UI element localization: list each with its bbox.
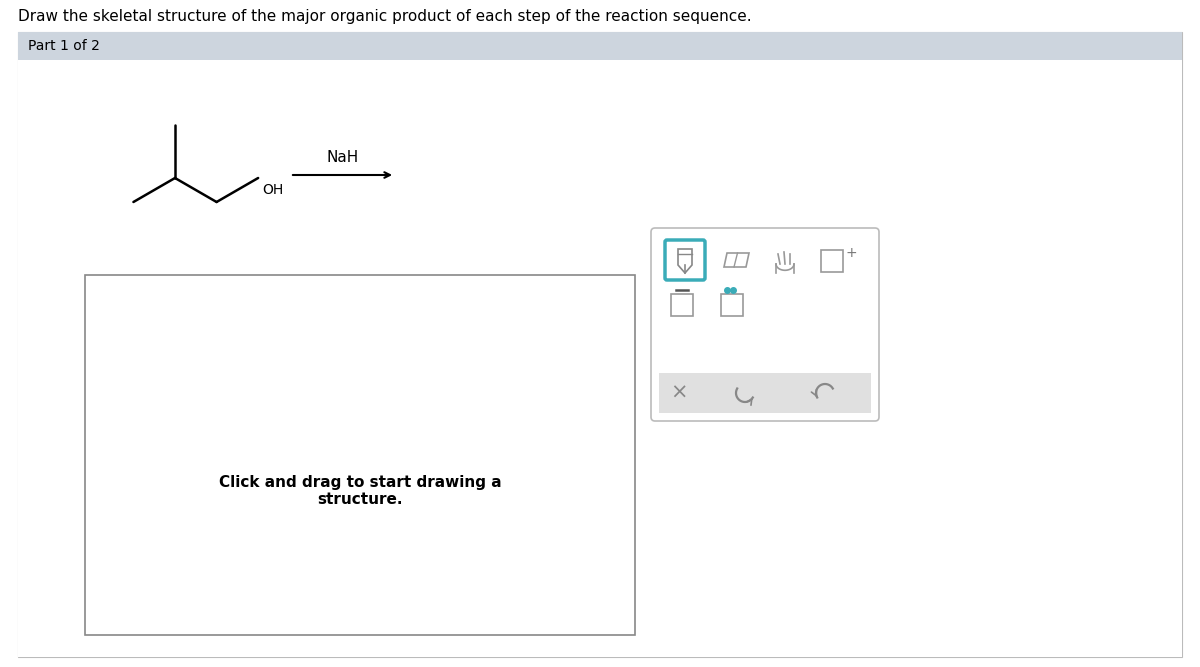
Text: ×: × [671,383,688,403]
Text: Part 1 of 2: Part 1 of 2 [28,39,100,53]
Text: OH: OH [262,183,283,197]
Bar [18,32,1182,60]
Bar [85,275,635,635]
FancyBboxPatch shape [650,228,878,421]
Text: Draw the skeletal structure of the major organic product of each step of the rea: Draw the skeletal structure of the major… [18,9,751,23]
Bar [721,294,743,316]
Text: +: + [845,246,857,260]
Bar [671,294,694,316]
Bar [18,60,1182,657]
Bar [821,250,842,272]
Text: NaH: NaH [326,150,359,165]
Bar [659,373,871,413]
Text: Click and drag to start drawing a
structure.: Click and drag to start drawing a struct… [218,475,502,507]
FancyBboxPatch shape [665,240,706,280]
